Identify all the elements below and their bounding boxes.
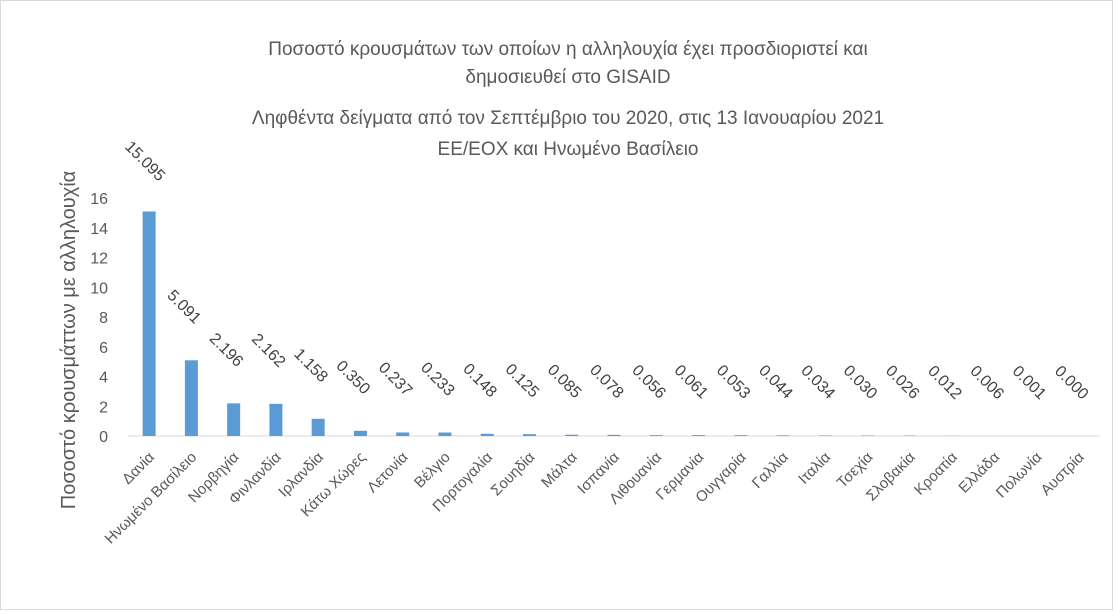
data-label: 0.030	[840, 362, 880, 402]
bar	[649, 435, 663, 436]
y-tick-label: 14	[90, 221, 108, 238]
data-label: 0.001	[1009, 363, 1049, 403]
bar	[269, 403, 283, 436]
title-line-2: δημοσιευθεί στο GISAID	[465, 67, 670, 88]
y-tick-label: 6	[99, 340, 108, 357]
bars	[142, 211, 1044, 436]
title-line-1: Ποσοστό κρουσμάτων των οποίων η αλληλουχ…	[268, 39, 868, 60]
data-label: 5.091	[164, 287, 204, 327]
category-label: Κροατία	[911, 449, 961, 499]
bar	[818, 435, 832, 436]
data-label: 0.053	[713, 362, 753, 402]
data-label: 0.078	[586, 362, 626, 402]
bar	[776, 435, 790, 436]
y-tick-label: 8	[99, 310, 108, 327]
category-label: Αυστρία	[1038, 449, 1088, 499]
bar	[438, 432, 452, 436]
bar	[565, 434, 579, 436]
data-label: 0.044	[755, 362, 795, 402]
data-label: 0.125	[502, 361, 542, 401]
data-label: 0.000	[1051, 363, 1091, 403]
bar	[184, 360, 198, 436]
data-label: 0.056	[628, 362, 668, 402]
y-tick-label: 12	[90, 251, 108, 268]
category-label: Λετονία	[364, 449, 412, 497]
y-tick-label: 2	[99, 399, 108, 416]
data-label: 0.012	[924, 363, 964, 403]
title-line-4: ΕΕ/ΕΟΧ και Ηνωμένο Βασίλειο	[438, 139, 699, 160]
bar	[480, 433, 494, 436]
bar	[311, 418, 325, 436]
category-label: Σουηδία	[488, 449, 539, 500]
category-label: Δανία	[119, 449, 158, 488]
bar	[734, 435, 748, 436]
data-label: 0.006	[967, 363, 1007, 403]
data-label: 2.196	[206, 330, 246, 370]
data-label: 0.085	[544, 362, 584, 402]
category-label: Ιταλία	[795, 449, 834, 488]
data-label: 1.158	[290, 346, 330, 386]
data-label: 0.034	[797, 362, 837, 402]
category-label: Γαλλία	[749, 449, 792, 492]
data-label: 0.233	[417, 359, 457, 399]
bar	[227, 403, 241, 436]
y-tick-label: 16	[90, 191, 108, 208]
category-label: Πολωνία	[993, 449, 1046, 502]
bar	[692, 435, 706, 436]
data-label: 0.061	[671, 362, 711, 402]
bar	[353, 430, 367, 436]
data-label: 0.026	[882, 362, 922, 402]
y-axis-label: Ποσοστό κρουσμάττων με αλληλουχία	[58, 171, 80, 509]
chart-title: Ποσοστό κρουσμάτων των οποίων η αλληλουχ…	[252, 39, 884, 160]
bar	[142, 211, 156, 436]
y-axis-ticks: 0 2 4 6 8 10 12 14 16	[90, 191, 108, 446]
data-label: 15.095	[121, 138, 168, 185]
y-tick-label: 4	[99, 370, 108, 387]
data-label: 2.162	[248, 331, 288, 371]
data-label: 0.350	[333, 358, 373, 398]
title-line-3: Ληφθέντα δείγματα από τον Σεπτέμβριο του…	[252, 108, 884, 129]
bar	[522, 434, 536, 436]
y-tick-label: 10	[90, 280, 108, 297]
y-tick-label: 0	[99, 429, 108, 446]
bar	[607, 434, 621, 436]
data-label: 0.237	[375, 359, 415, 399]
data-label: 0.148	[459, 361, 499, 401]
bar	[396, 432, 410, 436]
